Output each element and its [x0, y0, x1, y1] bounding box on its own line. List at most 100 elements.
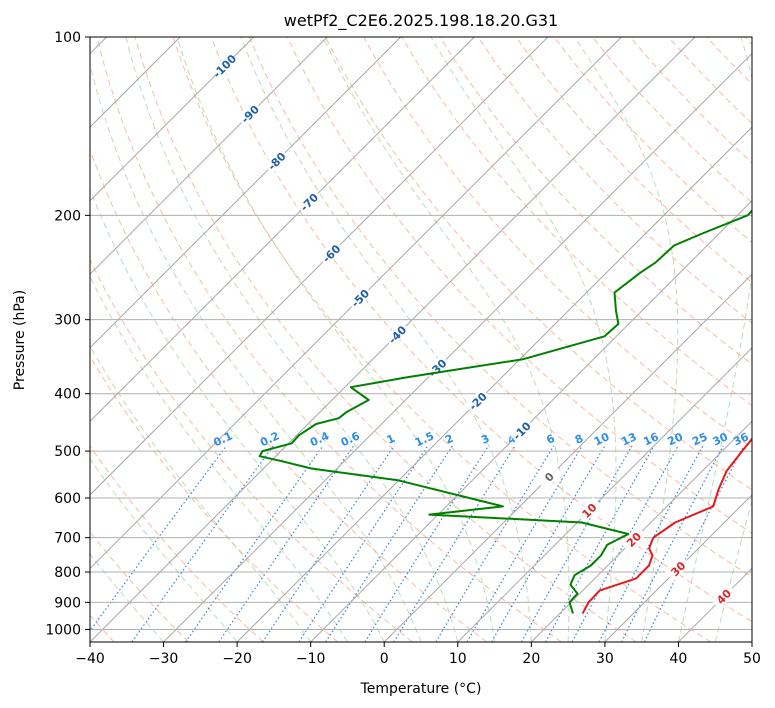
dewpoint-profile-line: [258, 209, 752, 614]
isotherm-label-bg: [710, 583, 737, 610]
isotherm--20: [236, 126, 752, 642]
isotherm--100: [90, 37, 255, 202]
isotherm-label-bg: [263, 147, 290, 174]
plot-area: 0.1 0.2 0.4 0.6 1 1.5 2 3 4 6 8 10 13 16 20 25 30 36-100-…: [90, 37, 752, 642]
isotherm-label-bg: [664, 555, 691, 582]
moist-adiabat-20: [240, 37, 532, 642]
moist-adiabat--30: [90, 553, 164, 642]
chart-title: wetPf2_C2E6.2025.198.18.20.G31: [284, 11, 558, 31]
isotherm-label-bg: [295, 188, 322, 215]
mixing-ratio-16: [545, 445, 655, 642]
dry-adiabat-60: [248, 37, 752, 578]
mixing-ratio-30: [621, 445, 724, 642]
x-tick-label: 30: [596, 651, 614, 667]
y-tick-label: 900: [54, 595, 81, 611]
moist-adiabat-10: [125, 37, 459, 642]
x-tick-label: −10: [296, 651, 326, 667]
mixing-ratio-label: 25: [690, 430, 709, 448]
y-tick-label: 200: [54, 208, 81, 224]
y-tick-label: 600: [54, 491, 81, 507]
mixing-ratio-label: 20: [666, 430, 686, 448]
y-tick-label: 300: [54, 313, 81, 329]
mixing-ratio-6: [435, 445, 555, 642]
isotherm--70: [90, 37, 475, 423]
isotherm-0: [383, 273, 752, 642]
mixing-ratio-label: 30: [711, 430, 731, 448]
isotherm-label-bg: [575, 497, 602, 524]
moist-adiabat-5: [90, 62, 422, 642]
dry-adiabat--10: [90, 355, 339, 642]
moist-adiabat--5: [90, 275, 348, 642]
y-axis-label: Pressure (hPa): [12, 290, 28, 390]
isotherm-label-bg: [383, 321, 411, 348]
isotherm--80: [90, 37, 402, 349]
mixing-ratio-1.5: [298, 445, 429, 642]
mixing-ratio-0.6: [218, 445, 355, 642]
moist-adiabat-15: [176, 37, 496, 642]
y-tick-label: 800: [54, 565, 81, 581]
isotherm-label-bg: [620, 526, 647, 553]
mixing-ratio-3: [364, 445, 490, 642]
y-axis-ticks: 100 200 300 400 500 600 700 800 900 1000: [45, 30, 90, 638]
isotherm-label-bg: [211, 52, 238, 79]
x-tick-label: 10: [449, 651, 467, 667]
isotherm-label-bg: [346, 284, 373, 311]
x-tick-label: 0: [380, 651, 389, 667]
isotherm-label-bg: [317, 240, 345, 267]
mixing-ratio-label: 36: [731, 430, 751, 448]
isotherm-label-bg: [535, 463, 562, 490]
moist-adiabat-35: [574, 37, 679, 642]
dry-adiabat-50: [210, 37, 752, 623]
plot-frame: [89, 36, 753, 643]
isotherm-label-bg: [236, 100, 263, 127]
moist-adiabat-30: [430, 37, 617, 642]
y-tick-label: 100: [54, 30, 81, 46]
mixing-ratio-8: [466, 445, 583, 642]
y-tick-label: 700: [54, 531, 81, 547]
mixing-ratio-label: 13: [619, 430, 638, 448]
dry-adiabat-0: [90, 258, 413, 642]
dry-adiabat-40: [172, 37, 712, 642]
mixing-ratio-1: [261, 445, 395, 642]
y-tick-label: 400: [54, 387, 81, 403]
isotherm--10: [310, 199, 752, 642]
x-tick-label: −20: [222, 651, 252, 667]
x-tick-label: 20: [522, 651, 540, 667]
moist-adiabat--20: [90, 457, 238, 642]
dry-adiabat-80: [325, 37, 752, 491]
mixing-ratio-label: 16: [641, 430, 661, 448]
mixing-ratio-2: [325, 445, 453, 642]
moist-adiabat-25: [322, 37, 570, 642]
isotherm-30: [604, 494, 752, 642]
y-tick-label: 1000: [45, 622, 81, 638]
x-tick-label: −30: [149, 651, 179, 667]
isotherm--90: [90, 37, 328, 275]
isotherm-10: [457, 347, 752, 642]
isotherm--50: [90, 37, 622, 570]
x-axis-ticks: −40 −30 −20 −10 0 10 20 30 40 50: [75, 642, 761, 667]
temperature-profile-line: [581, 437, 752, 614]
x-axis-label: Temperature (°C): [360, 681, 482, 697]
mixing-ratio-0.2: [131, 445, 274, 642]
dry-adiabat-70: [286, 37, 752, 534]
x-tick-label: −40: [75, 651, 105, 667]
isotherm--30: [163, 52, 752, 642]
x-tick-label: 40: [670, 651, 688, 667]
profile-series: [258, 209, 752, 614]
isotherm-label-bg: [464, 387, 491, 415]
x-tick-label: 50: [743, 651, 761, 667]
y-tick-label: 500: [54, 444, 81, 460]
moist-adiabat-0: [90, 188, 385, 642]
dry-adiabat--20: [90, 445, 264, 642]
isotherm--60: [90, 37, 549, 496]
dry-adiabat-20: [96, 37, 562, 642]
mixing-ratio-label: 10: [592, 430, 612, 448]
mixing-ratio-0.4: [185, 445, 324, 642]
dry-adiabats: [90, 37, 752, 642]
dry-adiabat-30: [134, 37, 637, 642]
mixing-ratio-13: [520, 445, 633, 642]
isotherm-label-bg: [508, 417, 535, 444]
moist-adiabat-40: [677, 37, 752, 642]
